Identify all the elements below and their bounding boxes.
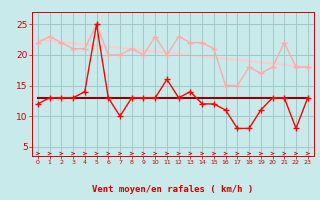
X-axis label: Vent moyen/en rafales ( km/h ): Vent moyen/en rafales ( km/h ): [92, 185, 253, 194]
